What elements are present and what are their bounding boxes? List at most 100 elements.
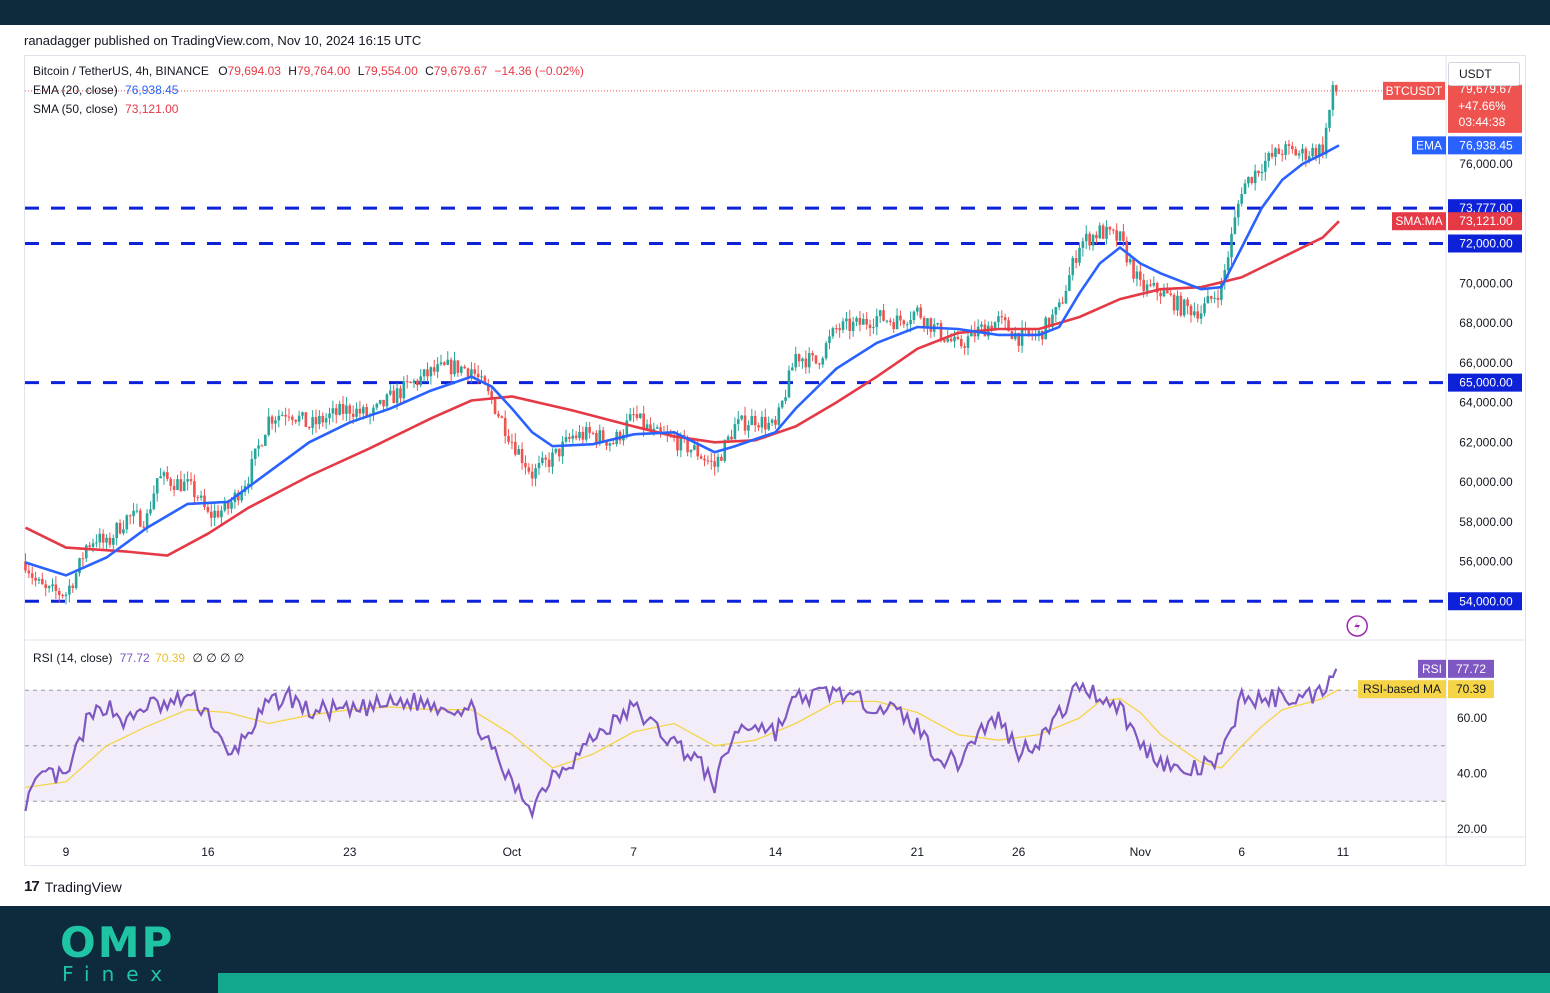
candle-body bbox=[1318, 144, 1321, 157]
open-value: 79,694.03 bbox=[227, 64, 281, 78]
candle-body bbox=[193, 481, 196, 498]
finex-logo-text: Finex bbox=[62, 962, 175, 986]
candle-body bbox=[1098, 225, 1102, 239]
rsi-legend-extra: ∅ ∅ ∅ ∅ bbox=[192, 651, 245, 665]
candle-body bbox=[463, 366, 466, 369]
candle-body bbox=[858, 317, 862, 325]
candle-body bbox=[284, 414, 287, 417]
candle-body bbox=[679, 435, 683, 451]
candle-body bbox=[740, 415, 743, 420]
candle-body bbox=[405, 381, 409, 383]
candle-body bbox=[676, 437, 679, 451]
candle-body bbox=[260, 445, 264, 447]
candle-body bbox=[608, 443, 612, 446]
candle-body bbox=[453, 360, 456, 375]
candle-body bbox=[1142, 279, 1145, 291]
candle-body bbox=[1169, 293, 1173, 295]
candle-body bbox=[1196, 311, 1200, 319]
candle-body bbox=[848, 318, 852, 331]
candle-body bbox=[436, 364, 439, 372]
candle-body bbox=[845, 318, 848, 322]
candle-body bbox=[929, 318, 933, 332]
candle-body bbox=[645, 424, 649, 429]
candle-body bbox=[851, 321, 855, 331]
symbol-legend[interactable]: Bitcoin / TetherUS, 4h, BINANCE O79,694.… bbox=[33, 64, 584, 78]
candle-body bbox=[142, 526, 146, 528]
candle-body bbox=[764, 416, 767, 430]
price-tick-label: 62,000.00 bbox=[1459, 435, 1513, 449]
candle-body bbox=[919, 307, 923, 318]
candle-body bbox=[639, 413, 642, 418]
tradingview-logo[interactable]: 17 TradingView bbox=[24, 878, 122, 895]
candle-body bbox=[1105, 226, 1108, 239]
sma-value-box bbox=[1448, 212, 1522, 231]
candle-body bbox=[760, 416, 764, 428]
candle-body bbox=[753, 416, 757, 426]
candle-body bbox=[1166, 290, 1169, 294]
sma-legend[interactable]: SMA (50, close) 73,121.00 bbox=[33, 102, 178, 116]
candle-body bbox=[1095, 234, 1098, 239]
rsi-tag bbox=[1418, 659, 1446, 678]
candle-body bbox=[497, 413, 500, 417]
candle-body bbox=[1257, 170, 1260, 174]
currency-selector[interactable]: USDT bbox=[1448, 62, 1520, 86]
candle-body bbox=[493, 399, 497, 414]
candle-body bbox=[554, 448, 558, 453]
candle-body bbox=[213, 510, 216, 518]
candle-body bbox=[361, 407, 365, 414]
candle-body bbox=[618, 431, 622, 441]
candle-body bbox=[635, 414, 639, 418]
candle-body bbox=[716, 456, 720, 467]
sma-tag-text: SMA:MA bbox=[1395, 214, 1442, 228]
candle-body bbox=[338, 403, 341, 415]
candle-body bbox=[182, 481, 186, 491]
candle-body bbox=[318, 415, 321, 425]
candle-body bbox=[1294, 149, 1298, 156]
candle-body bbox=[1159, 292, 1162, 297]
candle-body bbox=[1274, 148, 1277, 157]
candle-body bbox=[446, 359, 450, 365]
candle-body bbox=[821, 358, 825, 365]
candle-body bbox=[135, 510, 139, 512]
candle-body bbox=[91, 543, 95, 547]
candle-body bbox=[750, 416, 754, 426]
candle-body bbox=[1108, 226, 1112, 230]
candle-body bbox=[240, 491, 243, 501]
candle-body bbox=[1061, 302, 1064, 304]
candle-body bbox=[1321, 144, 1325, 155]
candle-body bbox=[41, 579, 44, 585]
candle-body bbox=[189, 479, 193, 482]
candle-body bbox=[831, 328, 835, 337]
candle-body bbox=[686, 437, 689, 453]
candle-body bbox=[1304, 148, 1308, 160]
candle-body bbox=[834, 328, 838, 330]
candle-body bbox=[1331, 85, 1335, 110]
candle-body bbox=[733, 424, 737, 440]
rsi-legend[interactable]: RSI (14, close) 77.72 70.39 ∅ ∅ ∅ ∅ bbox=[33, 651, 244, 665]
lightning-bolt-icon bbox=[1354, 620, 1361, 632]
ema-legend[interactable]: EMA (20, close) 76,938.45 bbox=[33, 83, 178, 97]
candle-body bbox=[1199, 313, 1203, 319]
candle-body bbox=[372, 407, 375, 415]
candle-body bbox=[169, 478, 173, 486]
candle-body bbox=[787, 370, 791, 398]
lightning-icon[interactable] bbox=[1346, 615, 1368, 637]
candle-body bbox=[946, 338, 950, 342]
candle-body bbox=[490, 391, 493, 400]
candle-body bbox=[689, 449, 693, 453]
candle-body bbox=[206, 506, 210, 512]
top-bar bbox=[0, 0, 1550, 25]
candle-body bbox=[220, 510, 223, 518]
time-tick-label: 21 bbox=[911, 845, 925, 859]
candle-body bbox=[351, 413, 355, 417]
candle-body bbox=[993, 322, 997, 331]
candle-body bbox=[399, 388, 402, 399]
candle-body bbox=[797, 354, 801, 362]
candle-body bbox=[132, 510, 135, 517]
price-tick-label: 60,000.00 bbox=[1459, 475, 1513, 489]
candle-body bbox=[304, 412, 308, 428]
candle-body bbox=[95, 542, 98, 544]
candle-body bbox=[61, 594, 64, 596]
candle-body bbox=[1041, 330, 1044, 340]
